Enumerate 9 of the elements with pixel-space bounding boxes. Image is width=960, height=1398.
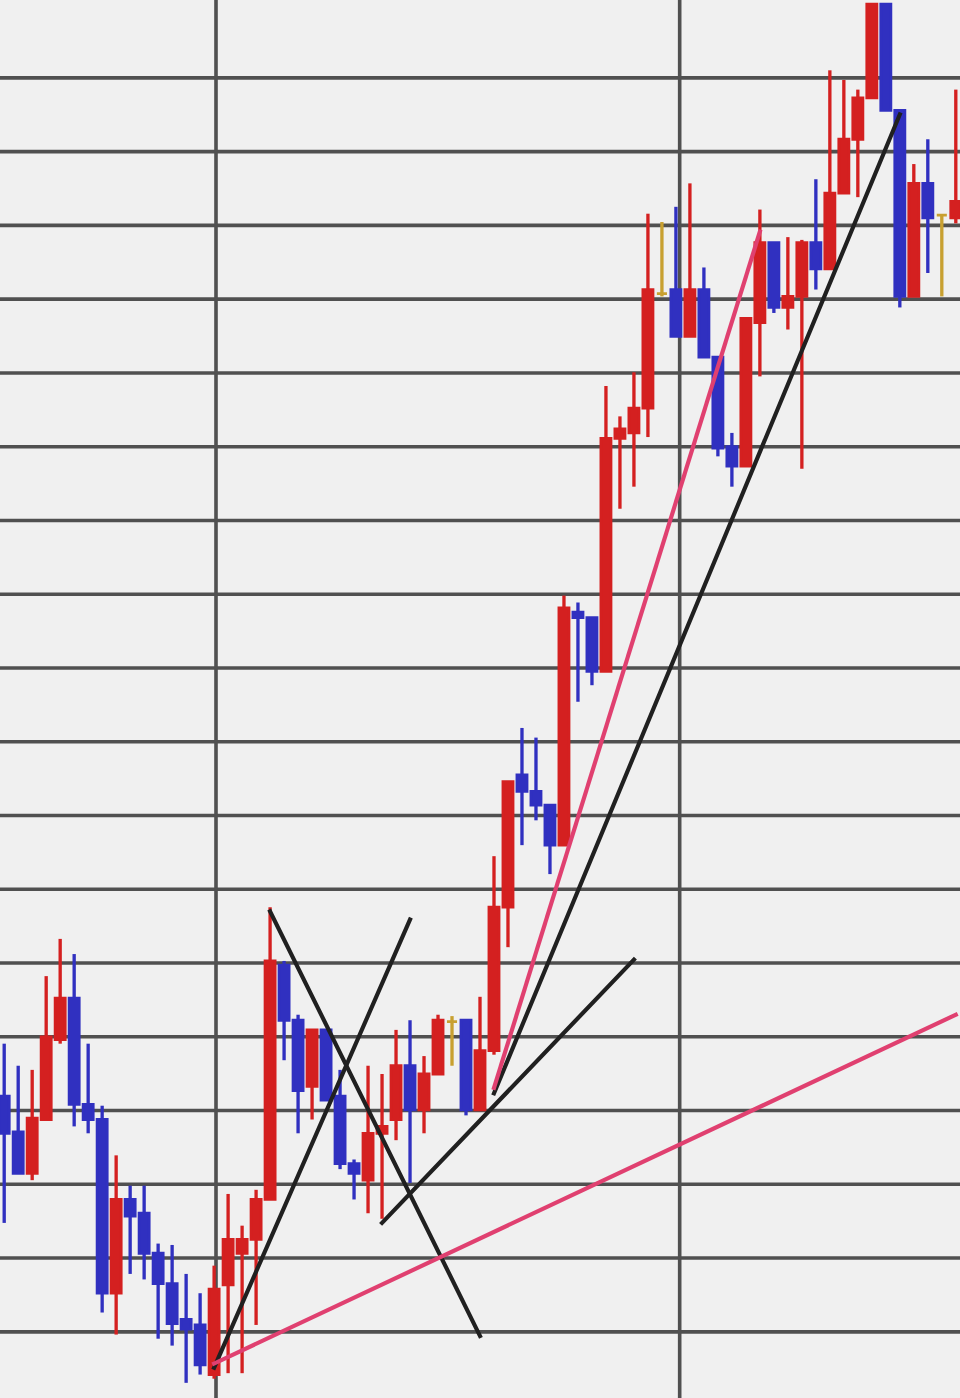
- candlestick: [403, 1018, 417, 1185]
- candlestick: [655, 220, 669, 299]
- candlestick: [683, 181, 697, 339]
- candlestick: [445, 1014, 459, 1068]
- candlestick: [921, 137, 935, 275]
- candlestick: [669, 205, 683, 339]
- candlestick: [935, 213, 949, 299]
- candlestick: [949, 87, 960, 226]
- candlestick: [809, 177, 823, 292]
